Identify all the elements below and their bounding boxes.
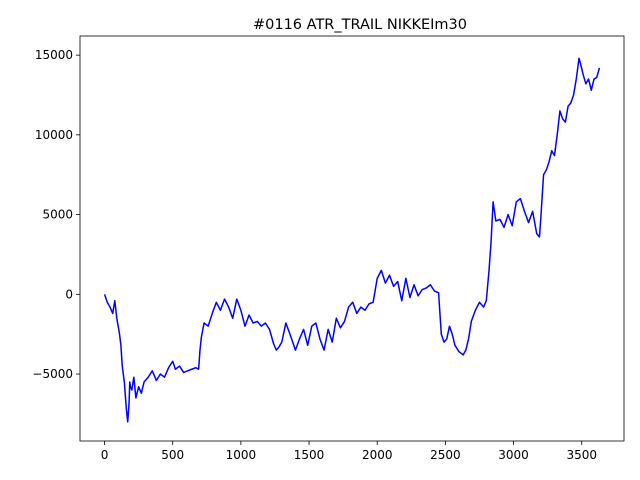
axes: 0 500 1000 1500 2000 2500 3000 3500 −5000 0 5000 10… (32, 35, 625, 462)
y-tick-label: 0 (65, 287, 73, 301)
y-tick-label: −5000 (32, 367, 73, 381)
x-tick-label: 1500 (294, 448, 325, 462)
y-tick-label: 10000 (35, 128, 73, 142)
x-tick-label: 0 (101, 448, 109, 462)
x-tick-label: 500 (161, 448, 184, 462)
y-tick-label: 15000 (35, 48, 73, 62)
x-tick-label: 2000 (362, 448, 393, 462)
plot-area (103, 57, 601, 423)
x-tick-label: 3500 (566, 448, 597, 462)
y-tick-label: 5000 (42, 208, 73, 222)
x-tick-label: 3000 (498, 448, 529, 462)
series-line-0 (103, 57, 601, 423)
x-tick-label: 2500 (430, 448, 461, 462)
x-tick-label: 1000 (226, 448, 257, 462)
plot-frame (79, 35, 625, 442)
chart-title: #0116 ATR_TRAIL NIKKEIm30 (253, 17, 467, 33)
